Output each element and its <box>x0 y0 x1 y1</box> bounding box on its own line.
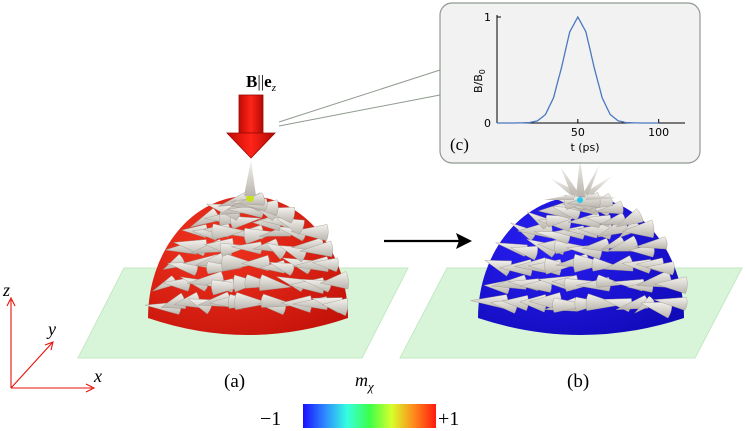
magnetization-cone <box>653 276 688 294</box>
magnetization-cone <box>552 297 590 313</box>
panel-label-a: (a) <box>224 371 245 392</box>
colorbar-min-label: −1 <box>260 408 281 430</box>
callout-line-lower <box>278 94 441 127</box>
magnetization-cone <box>234 292 271 310</box>
magnetization-cone <box>544 258 574 275</box>
hemisphere-b-apex-spot <box>577 197 583 203</box>
magnetization-cones-a <box>144 191 349 317</box>
inset-xlabel: t (ps) <box>570 141 599 154</box>
magnetization-cone <box>585 293 622 311</box>
magnetization-cone <box>509 245 538 261</box>
magnetization-cone <box>653 297 688 311</box>
transition-arrow <box>384 233 472 249</box>
coordinate-axes <box>6 296 96 393</box>
magnetization-cone <box>311 257 339 273</box>
magnetization-cone <box>596 274 624 288</box>
hemisphere-b <box>470 158 688 335</box>
field-arrow <box>226 94 276 159</box>
inset-xtick-label: 50 <box>571 126 585 139</box>
inset-xtick-label: 100 <box>648 126 669 139</box>
inset-ticks: 50 100 0 1 <box>484 11 669 139</box>
field-label-b: B <box>246 72 257 91</box>
inset-ylabel: B/B0 <box>472 69 487 93</box>
panel-label-c: (c) <box>450 135 469 154</box>
magnetization-cone <box>484 259 512 277</box>
magnetization-cone <box>646 261 675 276</box>
colorbar-label: mχ <box>355 370 374 394</box>
field-label: B||ez <box>246 72 277 94</box>
hemisphere-b-apex-star <box>544 158 616 200</box>
axis-label-y: y <box>46 319 56 339</box>
magnetization-cone <box>291 224 329 242</box>
magnetization-cone <box>554 240 585 255</box>
colorbar-label-sub: χ <box>366 379 374 394</box>
hemisphere-a <box>144 160 349 335</box>
magnetization-cone <box>211 223 248 240</box>
magnetization-cone <box>621 219 655 238</box>
axis-label-x: x <box>93 366 102 386</box>
magnetization-cone <box>635 236 668 250</box>
field-label-e: e <box>264 72 272 91</box>
panel-label-b: (b) <box>567 371 589 392</box>
axis-label-z: z <box>2 280 10 300</box>
inset-ytick-label: 0 <box>484 117 491 130</box>
magnetization-cones-b <box>470 192 688 319</box>
inset-ylabel-sub: 0 <box>478 69 487 74</box>
inset-series-line <box>497 15 659 124</box>
field-label-parallel: || <box>257 72 264 91</box>
hemisphere-a-apex-cone <box>244 160 256 196</box>
colorbar-label-main: m <box>355 370 368 390</box>
magnetization-cone <box>299 240 333 258</box>
field-label-subscript: z <box>271 82 277 94</box>
magnetization-cone <box>275 217 305 236</box>
magnetization-cone <box>573 254 608 273</box>
inset-ylabel-main: B/B <box>472 74 485 93</box>
magnetization-cone <box>615 208 644 228</box>
magnetization-cone <box>321 298 349 317</box>
magnetization-cone <box>259 274 292 291</box>
callout-line-upper <box>278 69 441 123</box>
magnetization-cone <box>591 257 619 272</box>
colorbar-max-label: +1 <box>438 408 459 430</box>
magnetization-cone <box>596 200 624 215</box>
magnetization-cone <box>319 271 349 290</box>
inset-ytick-label: 1 <box>484 11 491 24</box>
colorbar <box>303 404 436 428</box>
